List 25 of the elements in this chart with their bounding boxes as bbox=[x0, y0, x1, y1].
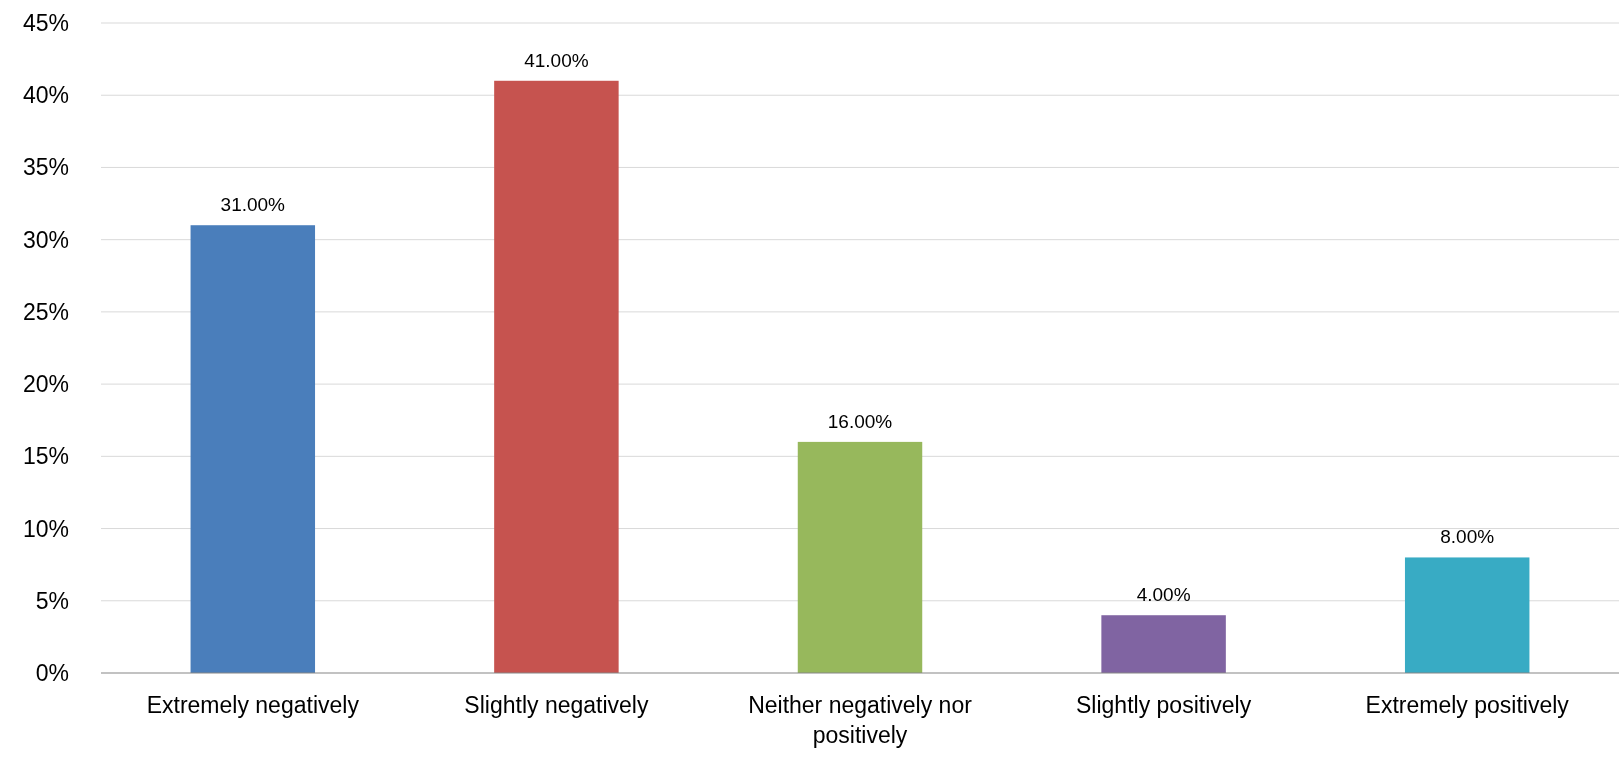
y-tick-label: 0% bbox=[35, 660, 69, 687]
bar bbox=[494, 80, 619, 673]
x-tick-label: Slightly positively bbox=[1076, 692, 1252, 718]
x-tick-label: Extremely negatively bbox=[146, 692, 360, 718]
data-label: 41.00% bbox=[524, 49, 589, 71]
x-tick-label: Extremely positively bbox=[1365, 692, 1570, 718]
bar bbox=[190, 225, 316, 673]
y-tick-label: 10% bbox=[22, 515, 69, 542]
data-label: 16.00% bbox=[827, 410, 893, 432]
data-label: 8.00% bbox=[1440, 526, 1495, 548]
x-tick-label: Slightly negatively bbox=[464, 692, 649, 718]
x-tick-label: Neither negatively nor positively bbox=[748, 692, 973, 748]
data-label: 31.00% bbox=[220, 194, 286, 216]
y-tick-label: 20% bbox=[22, 371, 69, 398]
bar bbox=[1101, 615, 1226, 673]
y-tick-label: 45% bbox=[22, 10, 69, 37]
bar bbox=[797, 441, 923, 673]
y-tick-label: 40% bbox=[22, 82, 69, 109]
y-tick-label: 35% bbox=[22, 154, 69, 181]
y-tick-label: 5% bbox=[35, 587, 69, 614]
y-tick-label: 30% bbox=[22, 226, 69, 253]
y-tick-label: 15% bbox=[22, 443, 69, 470]
data-label: 4.00% bbox=[1136, 584, 1191, 606]
bar bbox=[1404, 557, 1530, 673]
y-tick-label: 25% bbox=[22, 298, 69, 325]
